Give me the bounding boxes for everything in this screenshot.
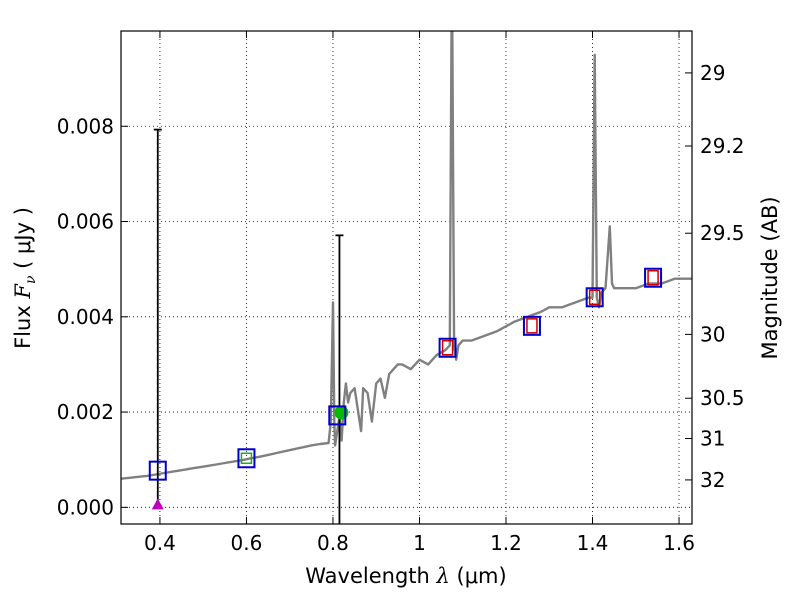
magnitude-tick-label: 29	[700, 61, 725, 85]
x-tick-label: 1.4	[577, 531, 609, 555]
upper-limit-triangle	[151, 498, 164, 510]
model-flux-marker	[522, 315, 541, 336]
model-flux-marker	[237, 448, 256, 469]
y-tick-label: 0.008	[57, 114, 114, 138]
y-axis-title: Flux Fν ( μJy )	[11, 207, 39, 349]
y-tick-label: 0.006	[57, 210, 114, 234]
data-layer	[121, 31, 692, 524]
magnitude-tick-label: 29.5	[700, 221, 745, 245]
model-flux-marker	[328, 405, 347, 426]
x-tick-label: 0.8	[317, 531, 349, 555]
observed-flux-marker	[526, 318, 538, 334]
y-tick-label: 0.002	[57, 400, 114, 424]
y-tick-label: 0.004	[57, 305, 114, 329]
x-tick-label: 0.6	[231, 531, 263, 555]
magnitude-tick-label: 30	[700, 322, 725, 346]
plot-area	[121, 31, 692, 480]
spectrum-line	[121, 31, 692, 480]
plot-frame	[120, 30, 693, 525]
detection-circle	[334, 405, 349, 420]
model-flux-marker	[644, 267, 663, 288]
x-axis-title: Wavelength λ (μm)	[305, 564, 506, 588]
model-flux-marker	[148, 460, 167, 481]
magnitude-tick-label: 30.5	[700, 386, 745, 410]
green-square-marker	[240, 452, 253, 465]
magnitude-tick-label: 29.2	[700, 134, 745, 158]
model-flux-marker	[585, 287, 604, 308]
magnitude-tick-label: 32	[700, 468, 725, 492]
magnitude-axis-title: Magnitude (AB)	[758, 196, 782, 359]
ticks: 0.4 0.6 0.8 1 1.2 1.4 1.6 0.000 0.002 0.004 0.006 0…	[57, 31, 745, 555]
observed-flux-marker	[588, 289, 601, 306]
x-tick-label: 1.6	[663, 531, 695, 555]
y-tick-label: 0.000	[57, 495, 114, 519]
x-tick-label: 0.4	[144, 531, 176, 555]
model-flux-marker	[438, 337, 457, 358]
observed-flux-marker	[441, 340, 454, 356]
x-tick-label: 1	[413, 531, 426, 555]
observed-flux-marker	[647, 269, 659, 286]
x-tick-label: 1.2	[490, 531, 522, 555]
magnitude-tick-label: 31	[700, 426, 725, 450]
